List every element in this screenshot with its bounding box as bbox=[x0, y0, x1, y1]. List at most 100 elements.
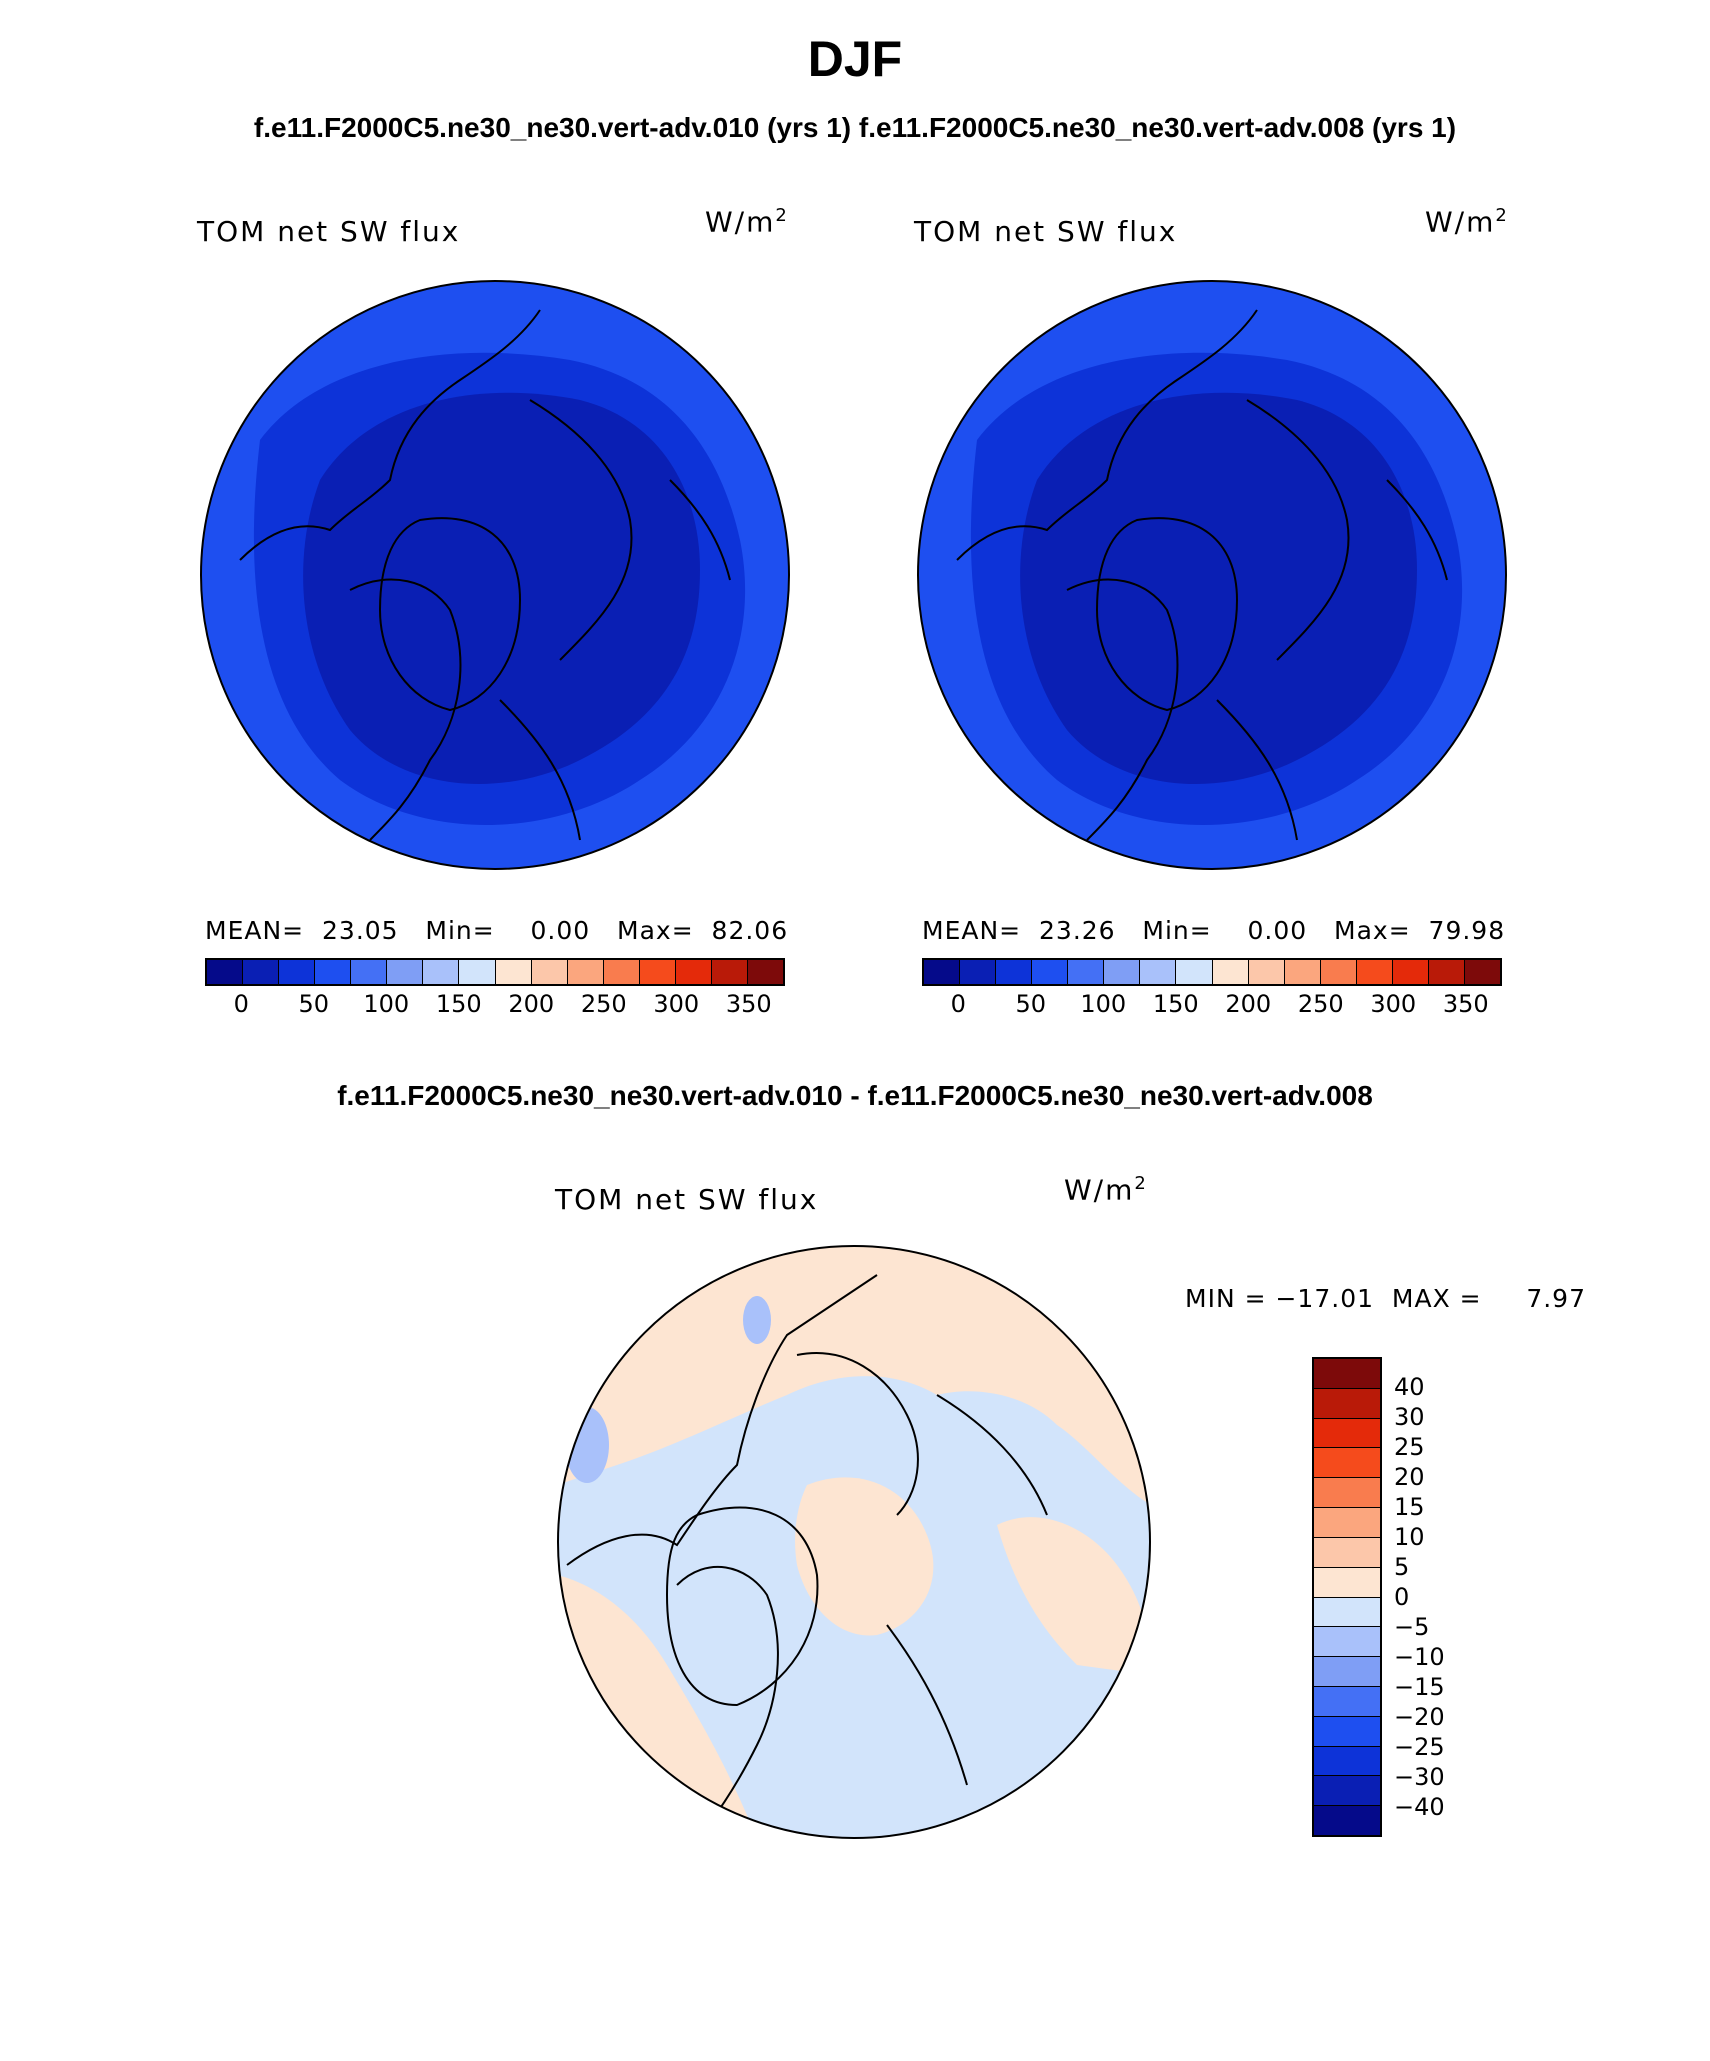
colorbar-box bbox=[531, 960, 568, 984]
colorbar-box bbox=[387, 960, 424, 984]
colorbar-box bbox=[1314, 1388, 1380, 1419]
panel2-variable-label: TOM net SW flux bbox=[914, 215, 1178, 248]
colorbar-tick-label: 150 bbox=[435, 990, 482, 1018]
colorbar-box bbox=[315, 960, 352, 984]
colorbar-box bbox=[1314, 1567, 1380, 1598]
colorbar-tick-label: −15 bbox=[1394, 1673, 1445, 1701]
colorbar-ticks: 40 30 25 20 15 10 5 0 −5 −10 −15 −20 −25 −30 −40 bbox=[1394, 1357, 1474, 1837]
colorbar-tick-label: 10 bbox=[1394, 1523, 1425, 1551]
map-border bbox=[200, 280, 790, 870]
colorbar-box bbox=[1176, 960, 1213, 984]
panel2-colorbar: 0 50 100 150 200 250 300 350 bbox=[922, 958, 1502, 1018]
colorbar-box bbox=[1314, 1806, 1380, 1835]
colorbar-tick-label: 15 bbox=[1394, 1493, 1425, 1521]
coastlines bbox=[566, 1274, 1048, 1838]
colorbar-tick-label: 150 bbox=[1152, 990, 1199, 1018]
colorbar-box bbox=[207, 960, 244, 984]
colorbar-box bbox=[1314, 1686, 1380, 1717]
diff-colorbar: 40 30 25 20 15 10 5 0 −5 −10 −15 −20 −25 −30 −40 bbox=[1312, 1357, 1445, 1837]
greenland-outline bbox=[665, 1506, 819, 1707]
diff-field-pos bbox=[997, 1517, 1150, 1675]
diff-field-pos bbox=[795, 1477, 934, 1636]
colorbar-tick-label: 50 bbox=[298, 990, 330, 1018]
colorbar-box bbox=[1140, 960, 1177, 984]
panel2-units: W/m2 bbox=[1425, 205, 1509, 239]
colorbar-box bbox=[1032, 960, 1069, 984]
colorbar-box bbox=[495, 960, 532, 984]
diff-units: W/m2 bbox=[1064, 1173, 1148, 1207]
colorbar-tick-label: 300 bbox=[653, 990, 700, 1018]
colorbar-tick-label: −25 bbox=[1394, 1733, 1445, 1761]
panel2-stats: MEAN= 23.26 Min= 0.00 Max= 79.98 bbox=[922, 916, 1506, 945]
colorbar-box bbox=[1314, 1627, 1380, 1658]
panel1-polar-map bbox=[200, 280, 790, 870]
colorbar-tick-label: 100 bbox=[1080, 990, 1127, 1018]
colorbar-box bbox=[747, 960, 783, 984]
colorbar-box bbox=[1284, 960, 1321, 984]
colorbar-box bbox=[567, 960, 604, 984]
colorbar-box bbox=[603, 960, 640, 984]
page-title: DJF bbox=[807, 31, 903, 87]
colorbar-tick-label: 200 bbox=[508, 990, 555, 1018]
colorbar-tick-label: 350 bbox=[725, 990, 772, 1018]
colorbar-box bbox=[1314, 1537, 1380, 1568]
map-border bbox=[917, 280, 1507, 870]
colorbar-tick-label: 350 bbox=[1442, 990, 1489, 1018]
colorbar-tick-label: −5 bbox=[1394, 1613, 1430, 1641]
colorbar-box bbox=[1314, 1359, 1380, 1389]
colorbar-tick-label: 0 bbox=[1394, 1583, 1410, 1611]
colorbar-box bbox=[1068, 960, 1105, 984]
colorbar-tick-label: 100 bbox=[363, 990, 410, 1018]
colorbar-box bbox=[1248, 960, 1285, 984]
colorbar-box bbox=[1314, 1746, 1380, 1777]
colorbar-box bbox=[1314, 1597, 1380, 1628]
top-subtitle: f.e11.F2000C5.ne30_ne30.vert-adv.010 (yr… bbox=[253, 112, 1457, 143]
colorbar-tick-label: 250 bbox=[1297, 990, 1344, 1018]
colorbar-box bbox=[423, 960, 460, 984]
colorbar-box bbox=[960, 960, 997, 984]
colorbar-box bbox=[243, 960, 280, 984]
map-field-inner bbox=[1020, 392, 1417, 784]
colorbar-boxes bbox=[922, 958, 1502, 986]
panel1-stats: MEAN= 23.05 Min= 0.00 Max= 82.06 bbox=[205, 916, 789, 945]
colorbar-box bbox=[1212, 960, 1249, 984]
colorbar-box bbox=[1314, 1776, 1380, 1807]
colorbar-boxes bbox=[1312, 1357, 1382, 1837]
colorbar-tick-label: 0 bbox=[950, 990, 966, 1018]
panel2-polar-map bbox=[917, 280, 1507, 870]
colorbar-box bbox=[459, 960, 496, 984]
colorbar-tick-label: 50 bbox=[1015, 990, 1047, 1018]
colorbar-tick-label: 30 bbox=[1394, 1403, 1425, 1431]
diff-field-neg2 bbox=[743, 1296, 771, 1344]
colorbar-tick-label: 5 bbox=[1394, 1553, 1410, 1581]
panel1-variable-label: TOM net SW flux bbox=[197, 215, 461, 248]
colorbar-tick-label: −20 bbox=[1394, 1703, 1445, 1731]
colorbar-box bbox=[279, 960, 316, 984]
diff-stats: MIN = −17.01 MAX = 7.97 bbox=[1185, 1284, 1586, 1313]
colorbar-tick-label: −40 bbox=[1394, 1793, 1445, 1821]
colorbar-box bbox=[1428, 960, 1465, 984]
coastlines bbox=[239, 309, 731, 841]
colorbar-ticks: 0 50 100 150 200 250 300 350 bbox=[922, 986, 1502, 1018]
colorbar-tick-label: −30 bbox=[1394, 1763, 1445, 1791]
colorbar-box bbox=[996, 960, 1033, 984]
coastlines bbox=[956, 309, 1448, 841]
colorbar-box bbox=[1356, 960, 1393, 984]
colorbar-box bbox=[1314, 1448, 1380, 1479]
panel1-units: W/m2 bbox=[705, 205, 789, 239]
colorbar-box bbox=[1314, 1478, 1380, 1509]
map-border bbox=[557, 1245, 1151, 1839]
colorbar-tick-label: 200 bbox=[1225, 990, 1272, 1018]
colorbar-tick-label: 300 bbox=[1370, 990, 1417, 1018]
colorbar-tick-label: 250 bbox=[580, 990, 627, 1018]
colorbar-box bbox=[1314, 1716, 1380, 1747]
colorbar-box bbox=[1392, 960, 1429, 984]
colorbar-box bbox=[1464, 960, 1500, 984]
colorbar-boxes bbox=[205, 958, 785, 986]
colorbar-tick-label: 40 bbox=[1394, 1373, 1425, 1401]
panel1-colorbar: 0 50 100 150 200 250 300 350 bbox=[205, 958, 785, 1018]
diff-field-pos bbox=[558, 1246, 1150, 1505]
diff-variable-label: TOM net SW flux bbox=[555, 1183, 819, 1216]
colorbar-tick-label: 25 bbox=[1394, 1433, 1425, 1461]
colorbar-box bbox=[1104, 960, 1141, 984]
